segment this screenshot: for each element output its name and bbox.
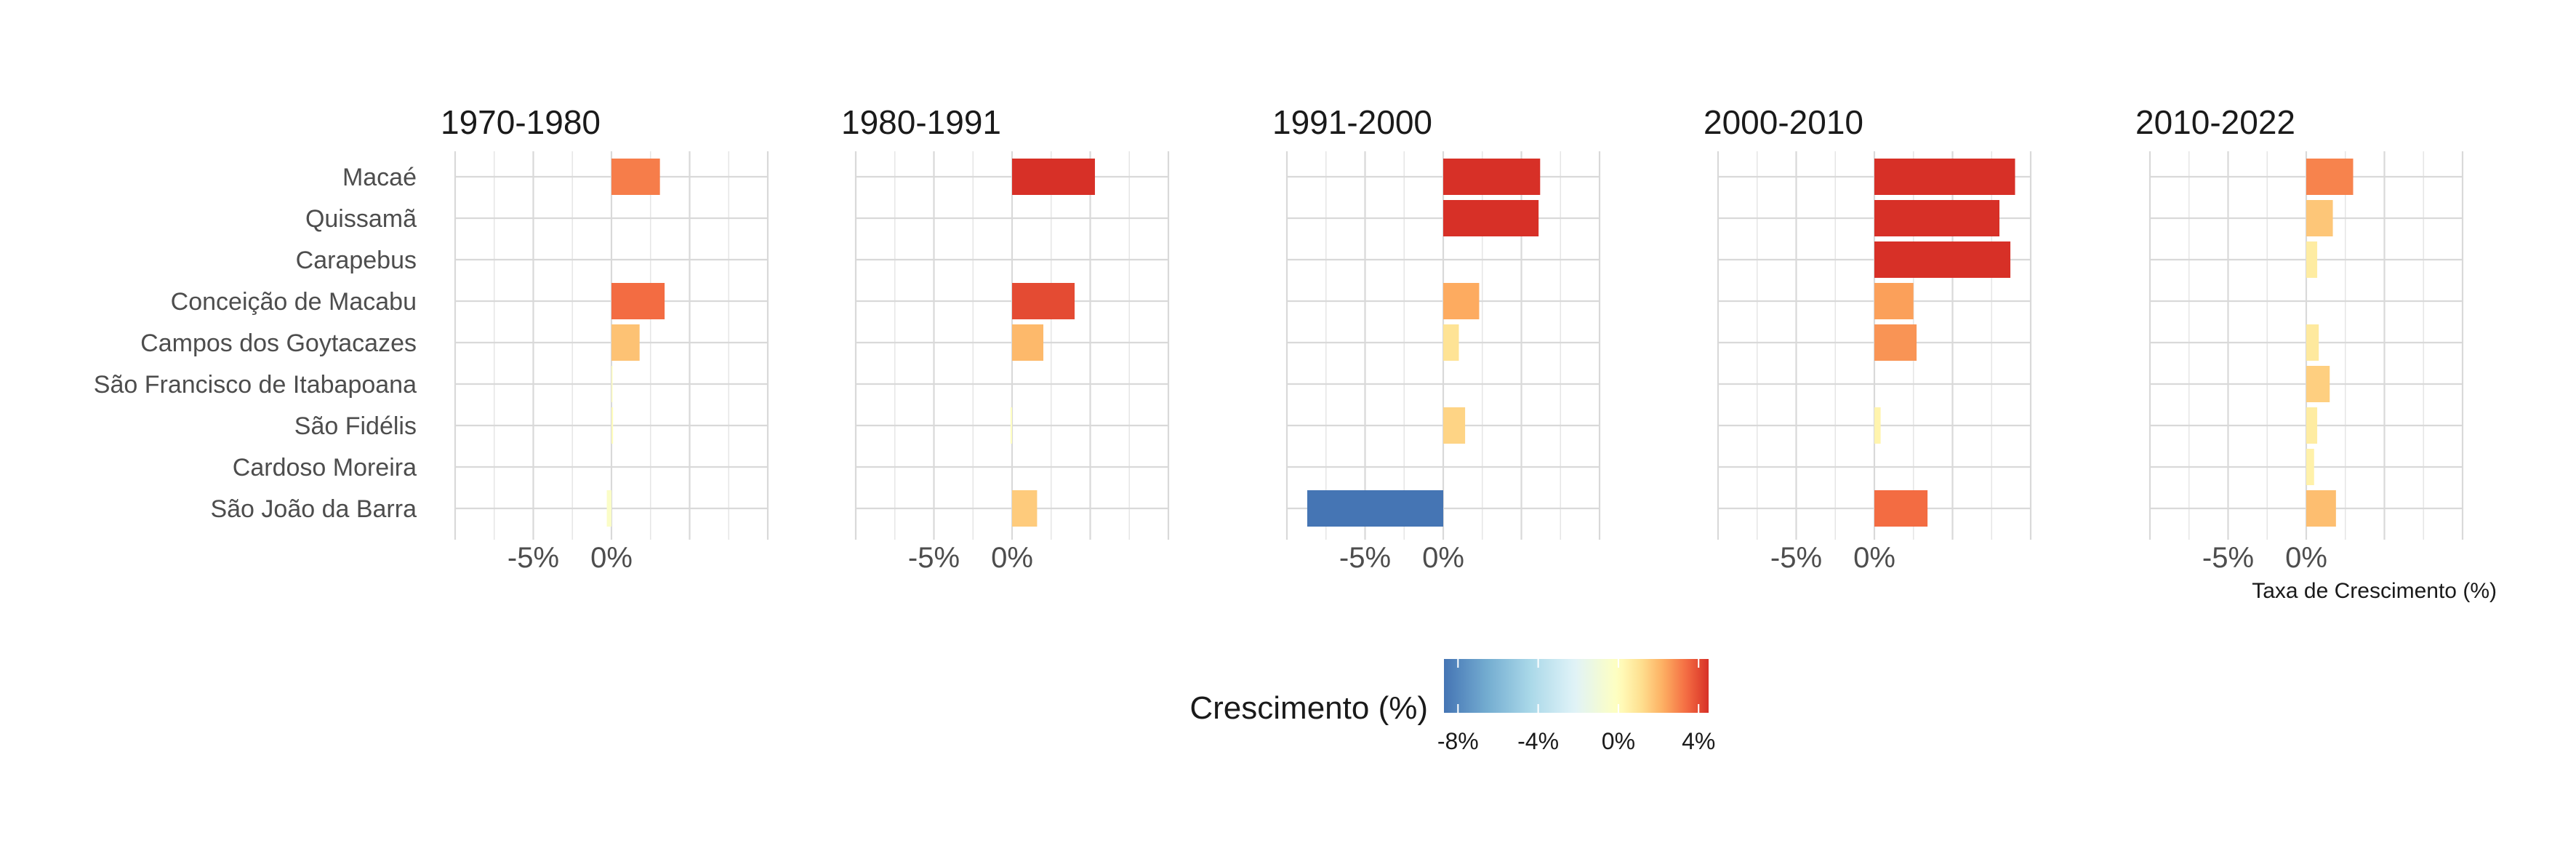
x-tick-label: -5% bbox=[507, 542, 559, 574]
panel-title: 2000-2010 bbox=[1704, 103, 1863, 141]
bar-são-joão-da-barra bbox=[606, 490, 611, 527]
bar-conceição-de-macabu bbox=[1012, 283, 1075, 319]
panel-2000-2010: 2000-2010 -5% 0% bbox=[1704, 103, 2032, 574]
x-tick-label: -5% bbox=[2202, 542, 2254, 574]
panel-1970-1980: 1970-1980 -5% 0% bbox=[441, 103, 769, 574]
category-label: Conceição de Macabu bbox=[171, 288, 417, 316]
x-tick-label: 0% bbox=[2285, 542, 2327, 574]
bar-campos-dos-goytacazes bbox=[1012, 324, 1043, 361]
category-label: São Fidélis bbox=[294, 412, 417, 440]
x-tick-label: 0% bbox=[590, 542, 633, 574]
category-label: Cardoso Moreira bbox=[233, 454, 417, 482]
x-tick-label: 0% bbox=[1422, 542, 1464, 574]
bar-conceição-de-macabu bbox=[1443, 283, 1480, 319]
x-tick-label: 0% bbox=[991, 542, 1033, 574]
bar-são-fidélis bbox=[1443, 407, 1466, 444]
x-tick-label: -5% bbox=[908, 542, 960, 574]
legend-tick-label: -4% bbox=[1517, 728, 1559, 754]
bar-macaé bbox=[1874, 159, 2015, 195]
x-tick-label: -5% bbox=[1339, 542, 1391, 574]
bar-são-joão-da-barra bbox=[1874, 490, 1928, 527]
bar-macaé bbox=[2306, 159, 2354, 195]
legend-colorbar bbox=[1444, 659, 1709, 713]
bar-são-fidélis bbox=[611, 407, 614, 444]
legend-tick-label: 4% bbox=[1682, 728, 1715, 754]
panel-title: 1970-1980 bbox=[441, 103, 601, 141]
legend-tick-label: -8% bbox=[1437, 728, 1479, 754]
panel-2010-2022: 2010-2022 -5% 0% bbox=[2135, 103, 2464, 574]
bar-são-francisco-de-itabapoana bbox=[2306, 366, 2330, 402]
panel-title: 2010-2022 bbox=[2135, 103, 2295, 141]
bar-são-fidélis bbox=[1874, 407, 1881, 444]
bar-macaé bbox=[1012, 159, 1095, 195]
category-label: São João da Barra bbox=[210, 495, 417, 523]
bar-são-joão-da-barra bbox=[2306, 490, 2336, 527]
category-label: São Francisco de Itabapoana bbox=[94, 371, 417, 399]
bar-cardoso-moreira bbox=[2306, 449, 2314, 485]
bar-macaé bbox=[1443, 159, 1541, 195]
bar-conceição-de-macabu bbox=[611, 283, 665, 319]
panel-title: 1991-2000 bbox=[1272, 103, 1432, 141]
bar-macaé bbox=[611, 159, 660, 195]
bar-são-fidélis bbox=[2306, 407, 2318, 444]
category-label: Macaé bbox=[342, 164, 417, 191]
bar-campos-dos-goytacazes bbox=[1874, 324, 1917, 361]
x-tick-label: -5% bbox=[1770, 542, 1822, 574]
bar-campos-dos-goytacazes bbox=[1443, 324, 1459, 361]
bar-são-joão-da-barra bbox=[1012, 490, 1038, 527]
bar-conceição-de-macabu bbox=[1874, 283, 1914, 319]
category-label: Campos dos Goytacazes bbox=[140, 329, 417, 357]
bar-campos-dos-goytacazes bbox=[2306, 324, 2319, 361]
x-tick-label: 0% bbox=[1853, 542, 1895, 574]
category-labels: Macaé Quissamã Carapebus Conceição de Macab… bbox=[94, 164, 417, 523]
bar-carapebus bbox=[2306, 241, 2318, 278]
bar-quissamã bbox=[1874, 200, 1999, 236]
panel-1980-1991: 1980-1991 -5% 0% bbox=[841, 103, 1170, 574]
legend-title: Crescimento (%) bbox=[1189, 690, 1428, 726]
bar-são-fidélis bbox=[1010, 407, 1012, 444]
category-label: Carapebus bbox=[296, 247, 417, 274]
bar-são-francisco-de-itabapoana bbox=[611, 366, 613, 402]
legend-tick-label: 0% bbox=[1602, 728, 1635, 754]
panel-title: 1980-1991 bbox=[841, 103, 1001, 141]
panel-1991-2000: 1991-2000 -5% 0% bbox=[1272, 103, 1601, 574]
legend: Crescimento (%) -8% -4% 0% 4% bbox=[1189, 659, 1715, 754]
category-label: Quissamã bbox=[305, 205, 417, 233]
bar-carapebus bbox=[1874, 241, 2011, 278]
bar-quissamã bbox=[2306, 200, 2333, 236]
bar-são-joão-da-barra bbox=[1307, 490, 1443, 527]
bar-quissamã bbox=[1443, 200, 1539, 236]
bar-campos-dos-goytacazes bbox=[611, 324, 640, 361]
x-axis-title: Taxa de Crescimento (%) bbox=[2252, 579, 2497, 603]
